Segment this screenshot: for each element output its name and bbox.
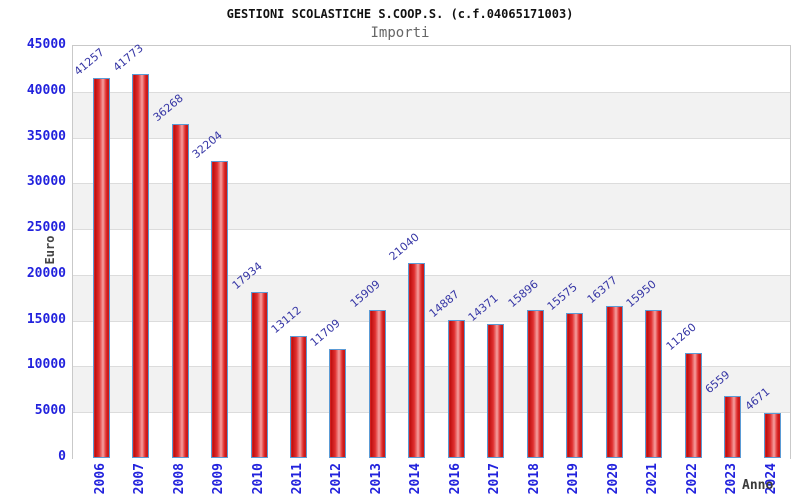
plot-band <box>73 320 790 368</box>
x-tick-label: 2017 <box>487 463 503 495</box>
bar-2013 <box>368 310 386 458</box>
y-tick-label: 25000 <box>26 220 66 236</box>
bar-2012 <box>329 348 347 458</box>
bar-2023 <box>724 395 742 458</box>
y-tick-label: 40000 <box>26 82 66 98</box>
y-tick-label: 15000 <box>26 311 66 327</box>
x-tick-label: 2018 <box>526 463 542 495</box>
x-axis-title: Anno <box>742 478 774 493</box>
y-tick-label: 5000 <box>34 403 66 419</box>
bar-2008 <box>171 123 189 458</box>
bar-2014 <box>408 263 426 458</box>
bar-2019 <box>566 313 584 458</box>
x-tick-label: 2021 <box>645 463 661 495</box>
x-tick-label: 2016 <box>447 463 463 495</box>
bar-2010 <box>250 291 268 458</box>
x-tick-label: 2013 <box>368 463 384 495</box>
x-tick-label: 2014 <box>408 463 424 495</box>
plot-band <box>73 137 790 185</box>
bar-2006 <box>92 78 110 458</box>
y-axis-title: Euro <box>43 235 57 265</box>
x-tick-label: 2006 <box>92 463 108 495</box>
bar-2017 <box>487 324 505 458</box>
x-tick-label: 2008 <box>171 463 187 495</box>
y-tick-label: 30000 <box>26 174 66 190</box>
plot-band <box>73 183 790 231</box>
y-tick-label: 20000 <box>26 265 66 281</box>
bar-2018 <box>526 310 544 458</box>
y-tick-label: 10000 <box>26 357 66 373</box>
plot-area: 41257 41773 36268 32204 17934 13112 11709 15909… <box>71 41 791 459</box>
bar-2007 <box>132 73 150 458</box>
plot-band <box>73 274 790 322</box>
plot-band <box>73 412 790 459</box>
plot-band <box>73 46 790 92</box>
x-tick-label: 2007 <box>132 463 148 495</box>
plot-band <box>73 366 790 414</box>
chart-subtitle: Importi <box>370 25 430 41</box>
x-tick-label: 2010 <box>250 463 266 495</box>
y-tick-label: 45000 <box>26 37 66 52</box>
bar-2016 <box>447 319 465 458</box>
x-tick-label: 2012 <box>329 463 345 495</box>
plot-band <box>73 91 790 139</box>
bar-2011 <box>290 335 307 458</box>
bar-2021 <box>645 309 663 458</box>
y-tick-label: 35000 <box>26 128 66 144</box>
bar-2022 <box>684 352 702 458</box>
x-tick-label: 2009 <box>211 463 227 495</box>
plot-band <box>73 229 790 276</box>
x-tick-label: 2011 <box>290 463 305 495</box>
x-tick-label: 2020 <box>605 463 621 495</box>
y-tick-label: 0 <box>58 449 66 464</box>
x-tick-label: 2023 <box>724 463 740 495</box>
chart-title: GESTIONI SCOLASTICHE S.COOP.S. (c.f.0406… <box>226 7 574 21</box>
bar-2024 <box>763 413 781 458</box>
bar-2009 <box>211 161 229 458</box>
x-tick-label: 2019 <box>566 463 582 495</box>
bar-2020 <box>605 306 623 458</box>
x-tick-label: 2022 <box>684 463 700 495</box>
